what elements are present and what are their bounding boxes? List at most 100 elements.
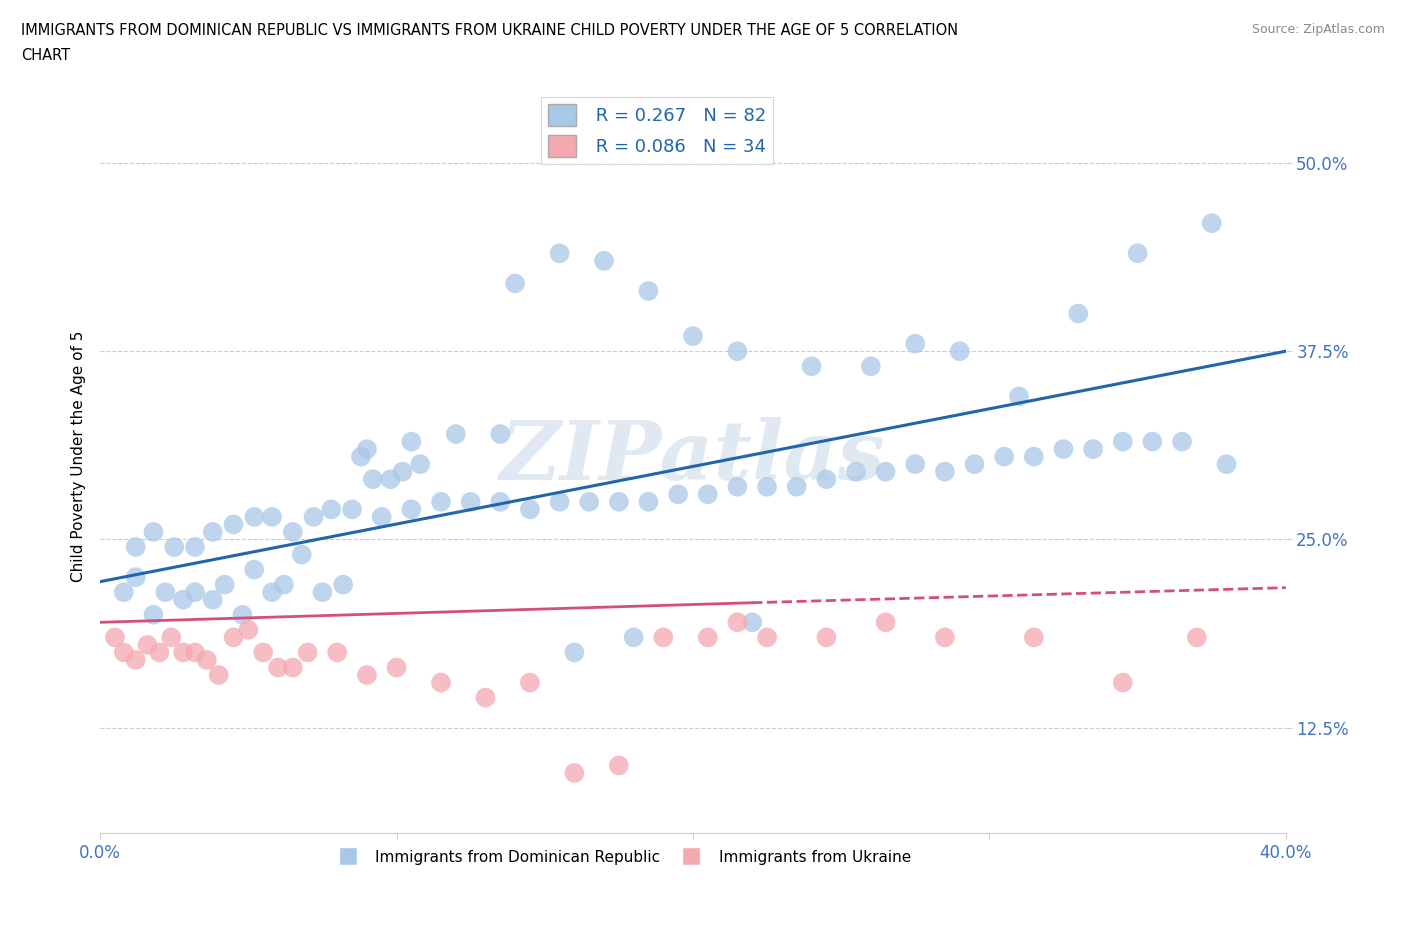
Text: CHART: CHART — [21, 48, 70, 63]
Point — [1052, 442, 1074, 457]
Point — [1022, 630, 1045, 644]
Point — [800, 359, 823, 374]
Point — [401, 434, 423, 449]
Point — [350, 449, 373, 464]
Point — [125, 539, 148, 554]
Point — [385, 660, 408, 675]
Point — [1171, 434, 1194, 449]
Point — [1081, 442, 1104, 457]
Point — [815, 472, 838, 486]
Point — [281, 660, 304, 675]
Point — [380, 472, 402, 486]
Point — [112, 585, 135, 600]
Point — [474, 690, 496, 705]
Point — [222, 630, 245, 644]
Point — [125, 570, 148, 585]
Point — [607, 758, 630, 773]
Text: ZIPatlas: ZIPatlas — [501, 417, 886, 497]
Point — [302, 510, 325, 525]
Point — [430, 495, 453, 510]
Point — [786, 479, 808, 494]
Point — [637, 284, 659, 299]
Point — [273, 578, 295, 592]
Point — [401, 502, 423, 517]
Point — [281, 525, 304, 539]
Point — [163, 539, 186, 554]
Point — [1112, 434, 1135, 449]
Point — [136, 637, 159, 652]
Point — [172, 592, 194, 607]
Point — [1112, 675, 1135, 690]
Point — [725, 615, 748, 630]
Point — [578, 495, 600, 510]
Point — [963, 457, 986, 472]
Point — [201, 592, 224, 607]
Point — [725, 479, 748, 494]
Point — [949, 344, 972, 359]
Point — [361, 472, 384, 486]
Point — [845, 464, 868, 479]
Point — [321, 502, 343, 517]
Text: Source: ZipAtlas.com: Source: ZipAtlas.com — [1251, 23, 1385, 36]
Point — [503, 276, 526, 291]
Point — [370, 510, 392, 525]
Point — [231, 607, 253, 622]
Point — [875, 615, 897, 630]
Y-axis label: Child Poverty Under the Age of 5: Child Poverty Under the Age of 5 — [72, 331, 86, 582]
Point — [519, 675, 541, 690]
Point — [696, 630, 718, 644]
Point — [214, 578, 236, 592]
Point — [155, 585, 177, 600]
Point — [148, 645, 170, 660]
Point — [1185, 630, 1208, 644]
Point — [260, 510, 283, 525]
Point — [564, 645, 586, 660]
Point — [756, 630, 779, 644]
Point — [356, 668, 378, 683]
Point — [934, 464, 956, 479]
Point — [1067, 306, 1090, 321]
Point — [297, 645, 319, 660]
Point — [184, 585, 207, 600]
Point — [652, 630, 675, 644]
Point — [112, 645, 135, 660]
Point — [142, 607, 165, 622]
Point — [238, 622, 260, 637]
Point — [756, 479, 779, 494]
Point — [409, 457, 432, 472]
Point — [326, 645, 349, 660]
Point — [142, 525, 165, 539]
Point — [356, 442, 378, 457]
Point — [548, 495, 571, 510]
Point — [875, 464, 897, 479]
Point — [1142, 434, 1164, 449]
Point — [696, 486, 718, 501]
Point — [859, 359, 882, 374]
Point — [243, 510, 266, 525]
Point — [593, 253, 616, 268]
Point — [291, 547, 314, 562]
Point — [904, 457, 927, 472]
Point — [607, 495, 630, 510]
Point — [391, 464, 413, 479]
Point — [243, 562, 266, 577]
Point — [904, 337, 927, 352]
Point — [460, 495, 482, 510]
Point — [1008, 389, 1031, 404]
Point — [444, 427, 467, 442]
Point — [195, 653, 218, 668]
Point — [564, 765, 586, 780]
Point — [1215, 457, 1237, 472]
Point — [815, 630, 838, 644]
Point — [252, 645, 274, 660]
Point — [682, 328, 704, 343]
Point — [1201, 216, 1223, 231]
Point — [332, 578, 354, 592]
Point — [637, 495, 659, 510]
Point — [222, 517, 245, 532]
Point — [172, 645, 194, 660]
Point — [430, 675, 453, 690]
Point — [725, 344, 748, 359]
Text: IMMIGRANTS FROM DOMINICAN REPUBLIC VS IMMIGRANTS FROM UKRAINE CHILD POVERTY UNDE: IMMIGRANTS FROM DOMINICAN REPUBLIC VS IM… — [21, 23, 959, 38]
Point — [184, 539, 207, 554]
